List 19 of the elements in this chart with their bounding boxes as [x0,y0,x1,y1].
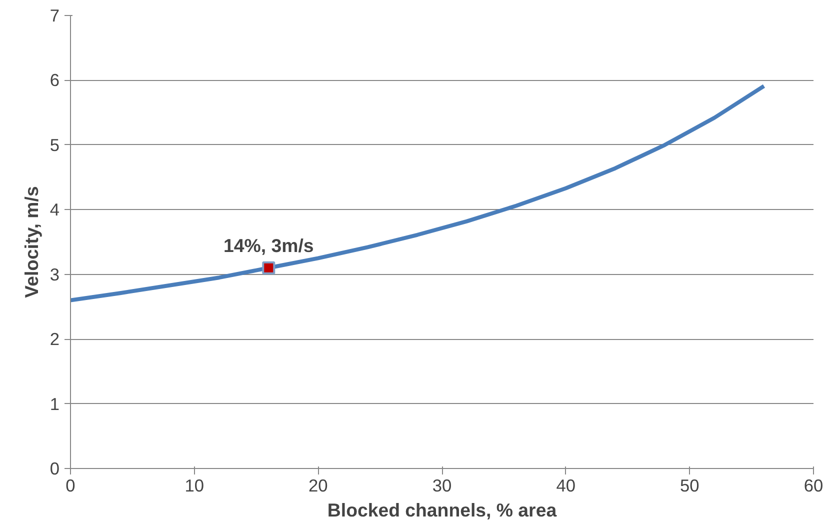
x-tick-label: 40 [556,476,576,496]
x-tick-label: 20 [308,476,328,496]
y-tick-label: 2 [50,329,60,350]
y-tick-label: 6 [50,70,60,90]
x-tick-label: 10 [184,476,204,496]
y-tick-label: 0 [50,458,60,478]
x-tick-label: 30 [432,476,452,496]
y-tick-label: 5 [50,134,60,155]
x-axis-title: Blocked channels, % area [327,500,558,520]
x-tick-label: 60 [804,476,824,496]
y-tick-label: 4 [50,200,60,220]
y-tick-label: 1 [50,394,60,414]
y-tick-label: 3 [50,264,60,284]
line-series [70,84,766,302]
annotation: 14%, 3m/s [224,234,314,256]
y-tick-label: 7 [50,6,60,26]
x-tick-label: 0 [66,476,76,496]
y-axis-title: Velocity, m/s [20,186,42,298]
x-tick-label: 50 [680,476,700,496]
